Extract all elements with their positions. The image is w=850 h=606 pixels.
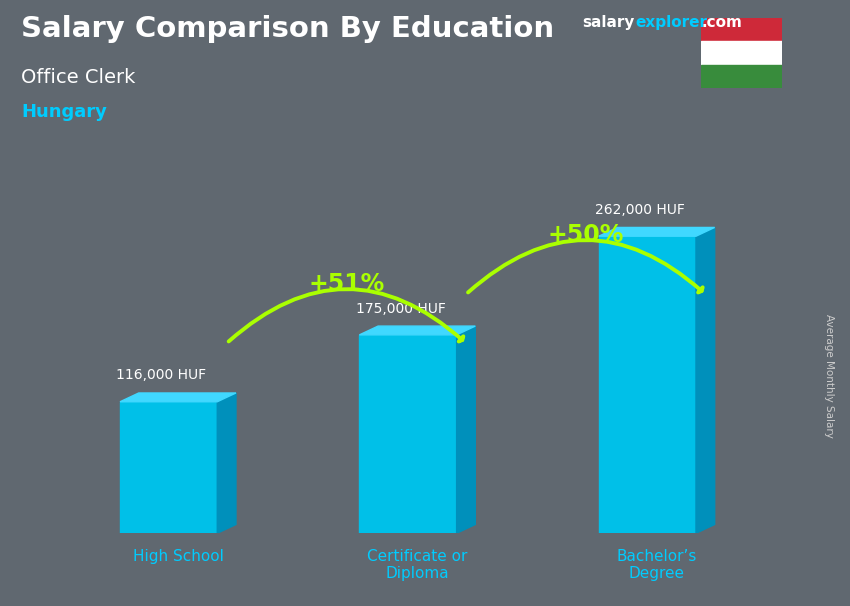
Text: Office Clerk: Office Clerk <box>21 68 136 87</box>
Bar <box>701 65 782 88</box>
Text: 116,000 HUF: 116,000 HUF <box>116 368 207 382</box>
Text: Hungary: Hungary <box>21 103 107 121</box>
Polygon shape <box>696 227 715 533</box>
Polygon shape <box>218 393 236 533</box>
Text: 262,000 HUF: 262,000 HUF <box>595 203 685 217</box>
Polygon shape <box>598 236 696 533</box>
Bar <box>701 18 782 41</box>
Polygon shape <box>598 227 715 236</box>
Text: salary: salary <box>582 15 635 30</box>
Text: Bachelor’s
Degree: Bachelor’s Degree <box>616 549 697 582</box>
Text: Certificate or
Diploma: Certificate or Diploma <box>367 549 468 582</box>
Polygon shape <box>120 402 218 533</box>
Polygon shape <box>360 326 475 335</box>
Polygon shape <box>360 335 456 533</box>
Polygon shape <box>120 393 236 402</box>
Text: Salary Comparison By Education: Salary Comparison By Education <box>21 15 554 43</box>
Text: .com: .com <box>701 15 742 30</box>
Text: 175,000 HUF: 175,000 HUF <box>355 302 445 316</box>
Text: explorer: explorer <box>635 15 707 30</box>
Text: +50%: +50% <box>547 222 624 247</box>
Text: +51%: +51% <box>309 271 384 296</box>
Polygon shape <box>456 326 475 533</box>
Text: High School: High School <box>133 549 224 564</box>
Text: Average Monthly Salary: Average Monthly Salary <box>824 314 834 438</box>
Bar <box>701 41 782 65</box>
